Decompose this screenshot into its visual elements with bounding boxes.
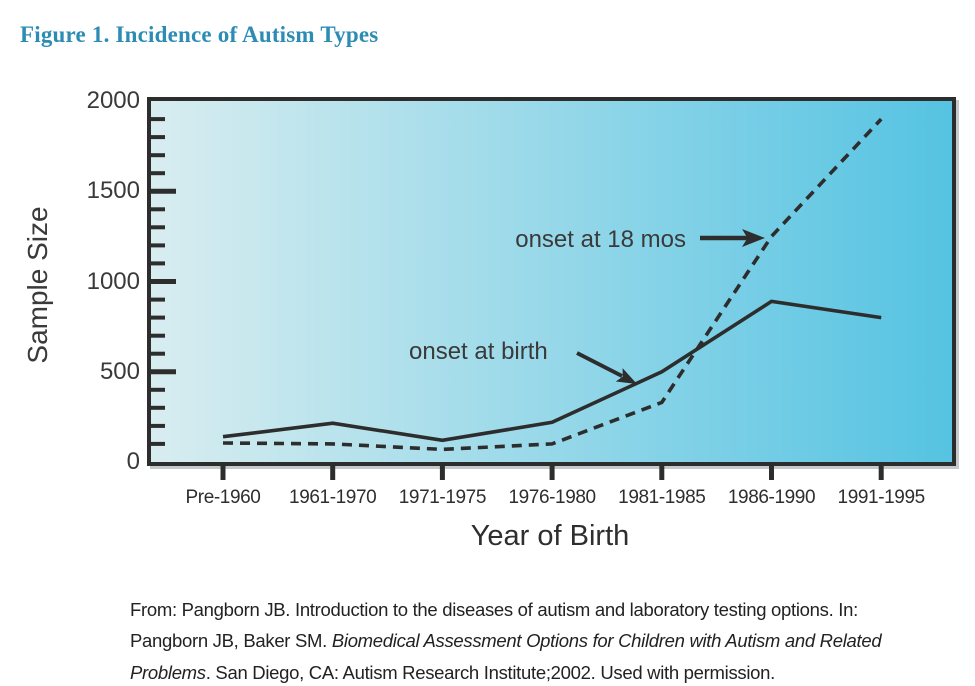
y-tick-label-2000: 2000 [86, 87, 140, 114]
x-tick-label-1971-1975: 1971-1975 [398, 487, 487, 508]
y-tick-label-1000: 1000 [86, 267, 140, 295]
annotation-arrows [576, 229, 765, 384]
x-axis-title: Year of Birth [470, 520, 630, 552]
x-tick-label-1981-1985: 1981-1985 [618, 487, 706, 508]
x-tick-label-1991-1995: 1991-1995 [837, 487, 926, 508]
figure-title: Figure 1. Incidence of Autism Types [20, 22, 379, 47]
arrow-to-birth-head [615, 368, 637, 384]
annotation-onset-birth: onset at birth [409, 338, 548, 365]
axis-ticks [151, 117, 884, 480]
arrow-to-18mos-head [742, 229, 765, 247]
x-tick-label-1961-1970: 1961-1970 [289, 487, 377, 508]
chart-canvas [151, 117, 884, 480]
citation-suffix: . San Diego, CA: Autism Research Institu… [205, 661, 776, 683]
data-series-lines [222, 117, 883, 452]
citation-prefix: From: Pangborn JB. Introduction to the d… [130, 599, 858, 652]
chart-plot-area [147, 97, 956, 480]
y-tick-label-1500: 1500 [86, 177, 140, 205]
series-line-onset-at-birth [222, 299, 882, 443]
x-tick-label-1986-1990: 1986-1990 [727, 487, 816, 508]
annotation-onset-18mos: onset at 18 mos [515, 226, 686, 253]
source-citation: From: Pangborn JB. Introduction to the d… [130, 594, 912, 686]
y-tick-label-0: 0 [126, 448, 140, 475]
x-tick-label-1976-1980: 1976-1980 [508, 487, 596, 508]
y-tick-label-500: 500 [99, 357, 140, 385]
arrow-to-birth-line [576, 351, 623, 378]
citation-book-title: Biomedical Assessment Options for Childr… [130, 630, 882, 683]
y-axis-title: Sample Size [22, 206, 53, 364]
x-tick-label-Pre-1960: Pre-1960 [185, 487, 261, 508]
series-line-onset-at-18-mos [222, 117, 883, 452]
